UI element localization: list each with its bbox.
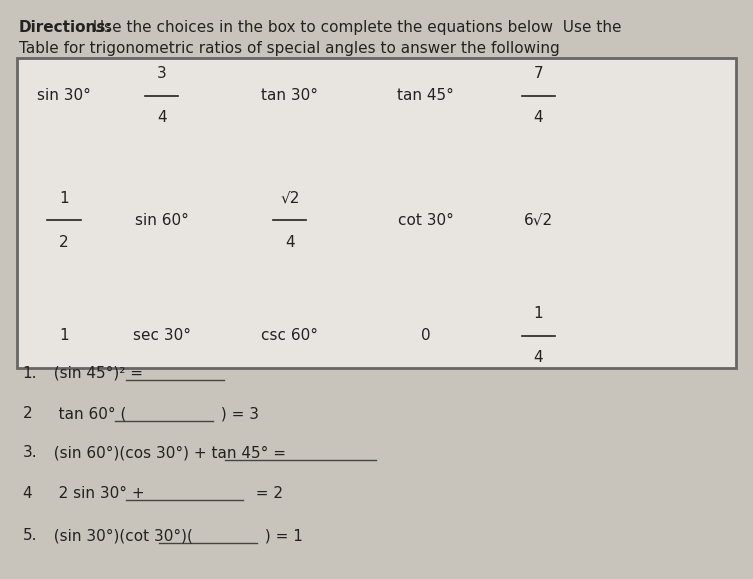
Text: Use the choices in the box to complete the equations below  Use the: Use the choices in the box to complete t… [88,20,621,35]
Text: ) = 1: ) = 1 [260,528,303,543]
Text: 4: 4 [285,234,294,250]
Text: Table for trigonometric ratios of special angles to answer the following: Table for trigonometric ratios of specia… [19,41,559,56]
Text: (sin 30°)(cot 30°)(: (sin 30°)(cot 30°)( [44,528,193,543]
Text: 1: 1 [59,190,69,206]
Text: (sin 60°)(cos 30°) + tan 45° =: (sin 60°)(cos 30°) + tan 45° = [44,445,291,460]
Text: csc 60°: csc 60° [261,328,319,343]
Text: tan 30°: tan 30° [261,88,319,103]
Text: Directions:: Directions: [19,20,112,35]
Text: 2: 2 [23,406,32,422]
Text: ) = 3: ) = 3 [216,406,259,422]
Text: 0: 0 [421,328,430,343]
Text: cot 30°: cot 30° [398,212,453,228]
Text: sin 30°: sin 30° [37,88,91,103]
Text: 4: 4 [23,486,32,501]
Text: 2 sin 30° +: 2 sin 30° + [44,486,149,501]
Text: 6√2: 6√2 [524,212,553,228]
Text: 7: 7 [534,66,543,81]
Text: tan 60° (: tan 60° ( [44,406,131,422]
FancyBboxPatch shape [17,58,736,368]
Text: 1: 1 [59,328,69,343]
Text: 4: 4 [534,110,543,125]
Text: 3.: 3. [23,445,37,460]
Text: 1: 1 [534,306,543,321]
Text: = 2: = 2 [245,486,283,501]
Text: (sin 45°)² =: (sin 45°)² = [44,366,148,381]
Text: sec 30°: sec 30° [133,328,191,343]
Text: tan 45°: tan 45° [397,88,454,103]
Text: 5.: 5. [23,528,37,543]
Text: sin 60°: sin 60° [135,212,189,228]
Text: 4: 4 [534,350,543,365]
Text: 1.: 1. [23,366,37,381]
Text: 2: 2 [59,234,69,250]
Text: 3: 3 [157,66,166,81]
Text: √2: √2 [280,190,300,206]
Text: 4: 4 [157,110,166,125]
